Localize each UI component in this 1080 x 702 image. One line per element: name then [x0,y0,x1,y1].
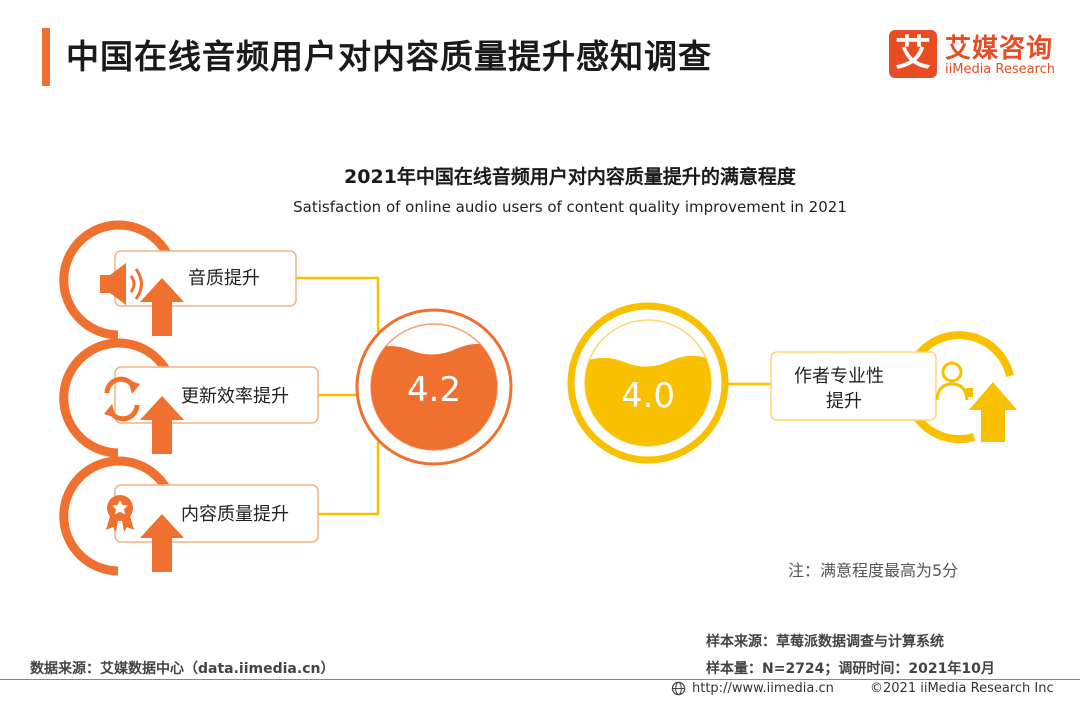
item-author-professionalism [770,331,1017,444]
speaker-icon [100,263,143,305]
footer-url[interactable]: http://www.iimedia.cn [692,681,834,696]
item-label-author-line2: 提升 [826,391,862,412]
footer-copyright: ©2021 iiMedia Research Inc [870,681,1054,696]
chart-note: 注：满意程度最高为5分 [788,561,959,580]
item-update-efficiency [59,338,319,458]
title-accent-bar [42,28,50,86]
footer-divider [0,679,1080,680]
iimedia-logo: 艾 艾媒咨询 iiMedia Research [889,30,1069,82]
item-label-sound-quality: 音质提升 [188,268,260,289]
right-score-value: 4.0 [620,376,676,416]
logo-mark: 艾 [889,30,937,78]
up-arrow-icon [140,396,184,454]
globe-icon [671,681,686,696]
item-content-quality [59,456,319,576]
item-sound-quality [59,220,297,340]
up-arrow-icon [140,514,184,572]
up-arrow-icon [140,278,184,336]
item-label-author-line1: 作者专业性 [794,366,884,387]
sample-source: 样本来源：草莓派数据调查与计算系统 [706,634,944,650]
left-score-circle [355,308,513,466]
connector-lines [296,276,772,516]
data-source: 数据来源：艾媒数据中心（data.iimedia.cn） [30,661,335,677]
page-title: 中国在线音频用户对内容质量提升感知调查 [66,37,712,76]
item-label-update-efficiency: 更新效率提升 [181,386,289,407]
item-label-content-quality: 内容质量提升 [181,504,289,525]
right-score-circle [567,302,729,464]
chart-title: 2021年中国在线音频用户对内容质量提升的满意程度 [344,166,796,188]
logo-chinese-name: 艾媒咨询 [945,34,1054,64]
sample-size: 样本量：N=2724；调研时间：2021年10月 [706,661,995,677]
logo-english-name: iiMedia Research [945,62,1056,77]
medal-icon [106,495,134,532]
chart-subtitle: Satisfaction of online audio users of co… [293,198,847,216]
left-score-value: 4.2 [406,370,462,410]
user-icon [935,361,969,401]
up-arrow-icon [969,382,1017,442]
